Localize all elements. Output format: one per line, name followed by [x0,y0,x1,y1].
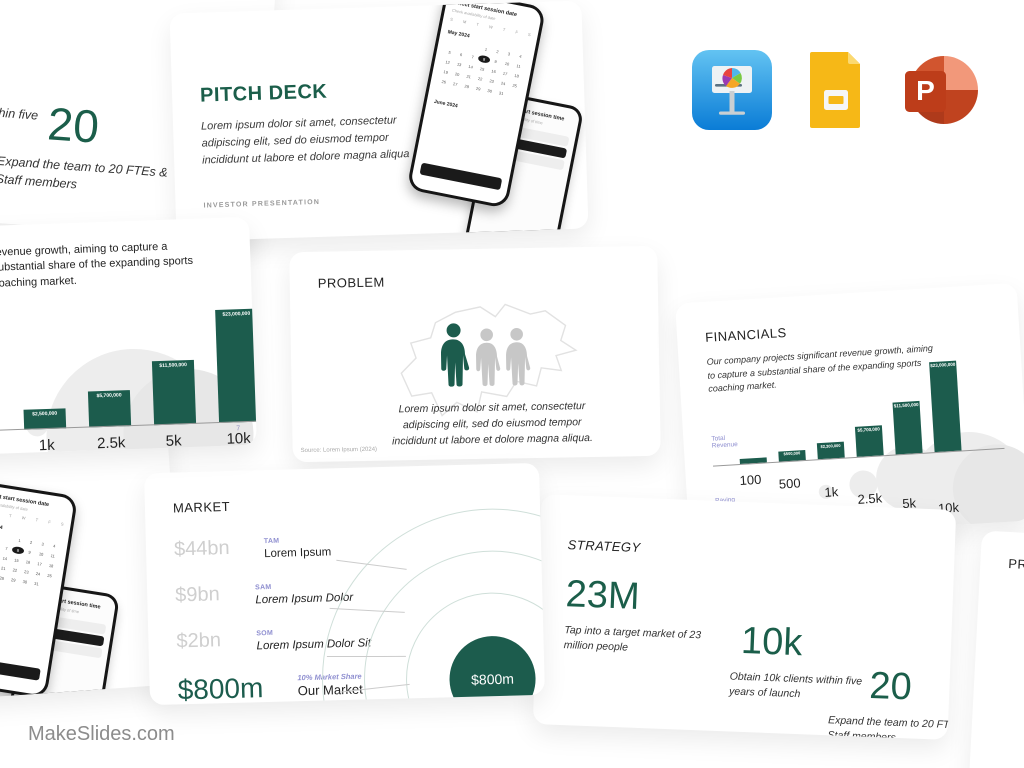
svg-text:P: P [916,75,935,106]
